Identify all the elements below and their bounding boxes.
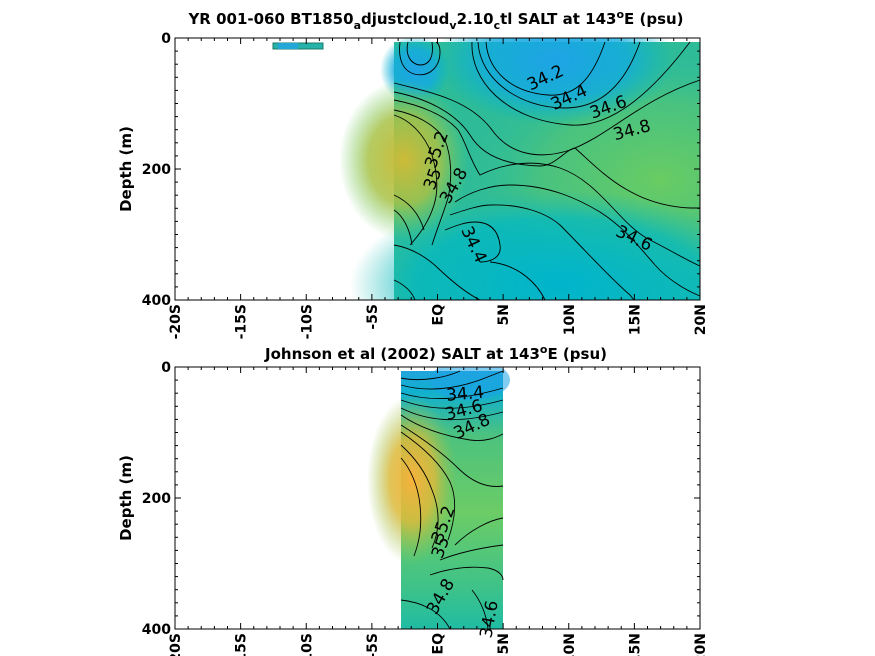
top-x-ticks: -20S -15S -10S -5S EQ 5N 10N 15N 20N [168, 38, 709, 339]
y-tick-label: 0 [161, 360, 171, 376]
x-tick-label: 15N [627, 304, 643, 335]
x-tick-label: -10S [299, 633, 315, 656]
x-tick-label: -15S [234, 304, 250, 339]
x-tick-label: 20N [693, 633, 709, 656]
x-tick-label: 5N [496, 633, 512, 654]
bottom-salinity-field [367, 367, 510, 629]
contour-label: 34.4 [445, 383, 484, 406]
top-panel: YR 001-060 BT1850adjustcloudv2.10ctl SAL… [117, 8, 709, 339]
x-tick-label: EQ [431, 304, 447, 326]
x-tick-label: 20N [693, 304, 709, 335]
bottom-panel: Johnson et al (2002) SALT at 143oE (psu)… [117, 343, 709, 656]
top-y-ticks: 0 200 400 [142, 31, 700, 309]
x-tick-label: -5S [365, 304, 381, 330]
x-tick-label: -20S [168, 304, 184, 339]
x-tick-label: 10N [562, 633, 578, 656]
bottom-chart-title: Johnson et al (2002) SALT at 143oE (psu) [264, 343, 607, 363]
x-tick-label: -15S [234, 633, 250, 656]
bottom-y-axis-label: Depth (m) [117, 455, 135, 541]
top-y-axis-label: Depth (m) [117, 126, 135, 212]
y-tick-label: 200 [142, 491, 171, 507]
y-tick-label: 400 [142, 622, 171, 638]
x-tick-label: 15N [627, 633, 643, 656]
x-tick-label: -10S [299, 304, 315, 339]
x-tick-label: 5N [496, 304, 512, 325]
bottom-x-ticks: -20S -15S -10S -5S EQ 5N 10N 15N 20N [168, 367, 709, 656]
x-tick-label: -20S [168, 633, 184, 656]
x-tick-label: EQ [431, 633, 447, 655]
top-small-patch-fresh [278, 43, 298, 49]
y-tick-label: 200 [142, 162, 171, 178]
top-chart-title: YR 001-060 BT1850adjustcloudv2.10ctl SAL… [187, 8, 683, 32]
top-salinity-field [339, 38, 700, 300]
y-tick-label: 0 [161, 31, 171, 47]
bottom-y-ticks: 0 200 400 [142, 360, 700, 638]
x-tick-label: -5S [365, 633, 381, 656]
x-tick-label: 10N [562, 304, 578, 335]
y-tick-label: 400 [142, 293, 171, 309]
